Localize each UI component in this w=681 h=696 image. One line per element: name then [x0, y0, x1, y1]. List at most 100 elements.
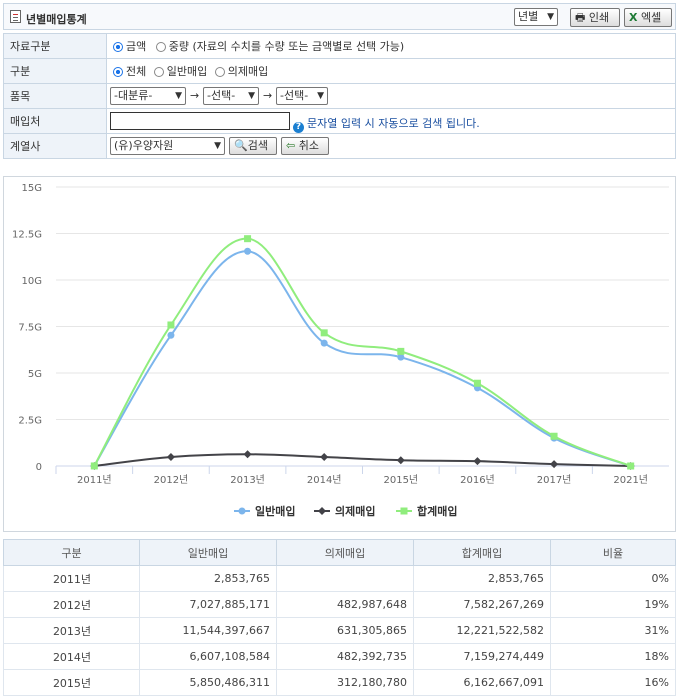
radio-consign-label: 의제매입: [227, 65, 269, 78]
data-point: [627, 462, 635, 470]
radio-all[interactable]: 전체: [113, 65, 146, 78]
chevron-down-icon: ▼: [214, 141, 221, 151]
table-cell: 2,853,765: [139, 565, 277, 592]
radio-qty[interactable]: 중량 (자료의 수치를 수량 또는 금액별로 선택 가능): [155, 40, 405, 53]
series-line-1: [94, 453, 631, 467]
radio-checked-icon: [113, 67, 123, 77]
data-point: [167, 321, 175, 329]
chart-panel: 0 2.5G 5G 7.5G 10G 12.5G 15G 2011년 2012년 2013년 201…: [3, 176, 676, 532]
supplier-hint-text: 문자열 입력 시 자동으로 검색 됩니다.: [307, 117, 480, 130]
col-header: 비율: [550, 539, 676, 566]
table-cell: 2012년: [3, 591, 140, 618]
table-cell: [276, 565, 414, 592]
radio-general-label: 일반매입: [166, 65, 208, 78]
data-point: [397, 353, 405, 361]
affiliate-cell: (유)우양자원 ▼ 🔍검색 ⇦ 취소: [106, 133, 676, 159]
table-row: 2012년 7,027,885,171 482,987,648 7,582,267,2…: [3, 591, 676, 618]
table-row: 2014년 6,607,108,584 482,392,735 7,159,274,4…: [3, 643, 676, 670]
y-tick-label: 10G: [22, 276, 42, 287]
supplier-field-cell: ? 문자열 입력 시 자동으로 검색 됩니다.: [106, 108, 676, 134]
radio-qty-label: 중량 (자료의 수치를 수량 또는 금액별로 선택 가능): [168, 40, 405, 53]
item-minor-select[interactable]: -선택- ▼: [276, 87, 328, 105]
excel-button[interactable]: X 엑셀: [624, 8, 672, 27]
page-title: 년별매입통계: [26, 13, 87, 26]
help-icon: ?: [293, 122, 304, 133]
data-point: [243, 450, 252, 459]
print-label: 인쇄: [588, 11, 610, 24]
category-options: 전체 일반매입 의제매입: [106, 58, 676, 84]
page-header: 년별매입통계 년별 ▼ 🖶 인쇄 X 엑셀: [3, 3, 676, 30]
data-point: [90, 462, 98, 470]
form-label-supplier: 매입처: [3, 108, 107, 134]
excel-label: 엑셀: [640, 11, 662, 24]
data-point: [320, 339, 328, 347]
y-tick-label: 15G: [22, 183, 42, 194]
radio-consign[interactable]: 의제매입: [214, 65, 269, 78]
table-cell: 0%: [550, 565, 676, 592]
legend-label: 합계매입: [417, 504, 457, 518]
print-button[interactable]: 🖶 인쇄: [570, 8, 620, 27]
search-form: 자료구분 금액 중량 (자료의 수치를 수량 또는 금액별로 선택 가능) 구분…: [3, 33, 676, 159]
table-cell: 12,221,522,582: [413, 617, 551, 644]
period-select-value: 년별: [518, 10, 539, 23]
table-cell: 31%: [550, 617, 676, 644]
radio-unchecked-icon: [155, 42, 166, 52]
y-tick-label: 12.5G: [12, 230, 42, 241]
supplier-hint: ? 문자열 입력 시 자동으로 검색 됩니다.: [293, 115, 480, 133]
table-cell: 19%: [550, 591, 676, 618]
radio-all-label: 전체: [126, 65, 147, 78]
table-row: 2011년 2,853,765 2,853,765 0%: [3, 565, 676, 592]
x-tick-label: 2015년: [383, 474, 418, 486]
table-cell: 631,305,865: [276, 617, 414, 644]
x-tick-label: 2017년: [537, 474, 572, 486]
search-button-label: 검색: [247, 139, 268, 152]
data-point: [320, 329, 328, 337]
form-label-data-type: 자료구분: [3, 33, 107, 59]
arrow-icon: →: [190, 89, 200, 102]
data-table: 구분 일반매입 의제매입 합계매입 비율 2011년 2,853,765 2,853…: [3, 539, 676, 696]
radio-unchecked-icon: [153, 67, 164, 77]
legend-label: 의제매입: [335, 504, 375, 518]
legend-marker: [238, 507, 246, 515]
search-button[interactable]: 🔍검색: [229, 137, 277, 155]
x-tick-label: 2016년: [460, 474, 495, 486]
printer-icon: 🖶: [575, 11, 586, 24]
form-label-item: 품목: [3, 83, 107, 109]
x-tick-label: 2013년: [230, 474, 265, 486]
y-tick-label: 7.5G: [18, 323, 42, 334]
data-type-options: 금액 중량 (자료의 수치를 수량 또는 금액별로 선택 가능): [106, 33, 676, 59]
data-point: [473, 379, 481, 387]
item-major-value: -대분류-: [114, 89, 153, 102]
table-cell: 2,853,765: [413, 565, 551, 592]
table-cell: 11,544,397,667: [139, 617, 277, 644]
item-major-select[interactable]: -대분류- ▼: [110, 87, 186, 105]
table-cell: 7,582,267,269: [413, 591, 551, 618]
document-icon: [10, 10, 21, 23]
chevron-down-icon: ▼: [248, 91, 255, 101]
radio-amount[interactable]: 금액: [113, 40, 146, 53]
arrow-icon: →: [263, 89, 273, 102]
table-cell: 18%: [550, 643, 676, 670]
col-header: 의제매입: [276, 539, 414, 566]
chevron-down-icon: ▼: [175, 91, 182, 101]
cancel-button-label: 취소: [298, 139, 319, 152]
radio-general[interactable]: 일반매입: [153, 65, 208, 78]
table-cell: 7,159,274,449: [413, 643, 551, 670]
table-cell: 2013년: [3, 617, 140, 644]
x-tick-label: 2011년: [77, 474, 112, 486]
table-cell: 7,027,885,171: [139, 591, 277, 618]
data-point: [167, 331, 175, 339]
chevron-down-icon: ▼: [317, 91, 324, 101]
affiliate-value: (유)우양자원: [114, 139, 174, 152]
affiliate-select[interactable]: (유)우양자원 ▼: [110, 137, 225, 155]
radio-amount-label: 금액: [126, 40, 147, 53]
x-tick-label: 2012년: [154, 474, 189, 486]
data-point: [166, 453, 175, 462]
period-select[interactable]: 년별 ▼: [514, 8, 558, 26]
item-mid-select[interactable]: -선택- ▼: [203, 87, 259, 105]
series-line-2: [93, 237, 632, 467]
col-header: 합계매입: [413, 539, 551, 566]
table-cell: 2014년: [3, 643, 140, 670]
supplier-input[interactable]: [110, 112, 290, 130]
cancel-button[interactable]: ⇦ 취소: [281, 137, 329, 155]
